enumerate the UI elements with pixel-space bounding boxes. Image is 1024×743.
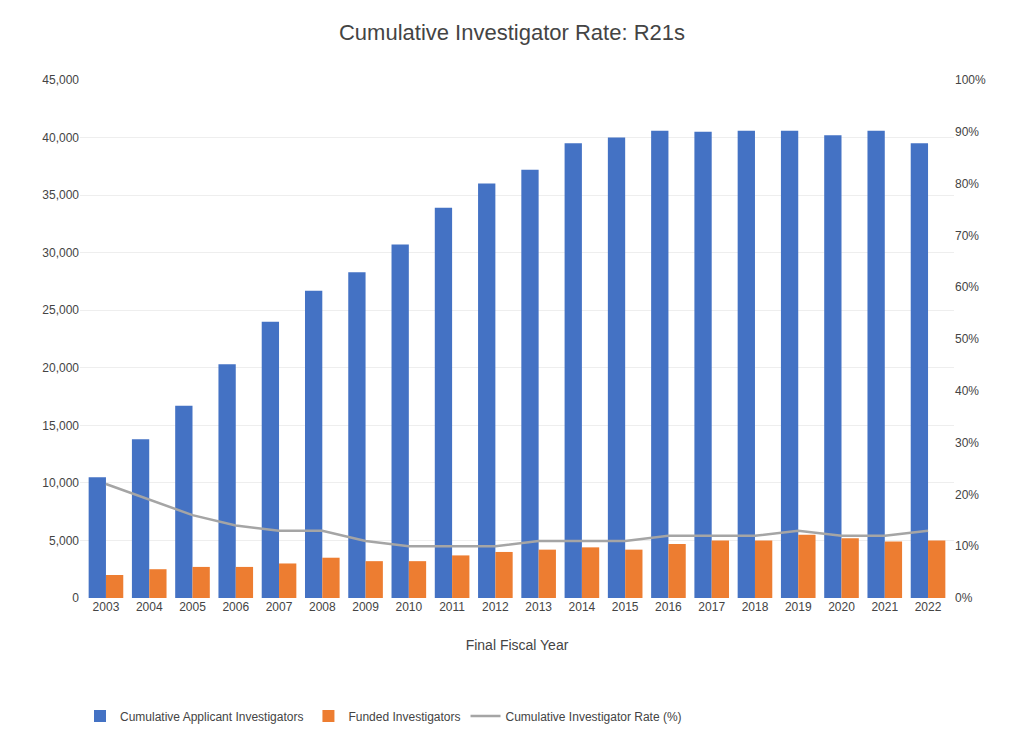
svg-text:2020: 2020 — [828, 600, 855, 614]
svg-text:20%: 20% — [955, 488, 979, 502]
svg-text:100%: 100% — [955, 73, 986, 87]
svg-text:45,000: 45,000 — [42, 73, 79, 87]
svg-text:Final Fiscal Year: Final Fiscal Year — [466, 637, 569, 653]
svg-text:35,000: 35,000 — [42, 188, 79, 202]
svg-text:10%: 10% — [955, 539, 979, 553]
svg-text:2013: 2013 — [525, 600, 552, 614]
svg-text:2009: 2009 — [352, 600, 379, 614]
svg-text:15,000: 15,000 — [42, 419, 79, 433]
svg-text:30,000: 30,000 — [42, 246, 79, 260]
svg-text:2022: 2022 — [915, 600, 942, 614]
svg-text:20,000: 20,000 — [42, 361, 79, 375]
svg-text:40%: 40% — [955, 384, 979, 398]
svg-text:2016: 2016 — [655, 600, 682, 614]
svg-text:2008: 2008 — [309, 600, 336, 614]
svg-text:2011: 2011 — [439, 600, 465, 614]
svg-text:40,000: 40,000 — [42, 131, 79, 145]
svg-text:10,000: 10,000 — [42, 476, 79, 490]
svg-text:Cumulative Applicant Investiga: Cumulative Applicant Investigators — [120, 710, 303, 724]
svg-text:2010: 2010 — [395, 600, 422, 614]
svg-text:Cumulative Investigator Rate:: Cumulative Investigator Rate: R21s — [339, 20, 685, 45]
svg-text:80%: 80% — [955, 177, 979, 191]
svg-text:Funded Investigators: Funded Investigators — [348, 710, 460, 724]
svg-text:2014: 2014 — [569, 600, 596, 614]
svg-text:25,000: 25,000 — [42, 303, 79, 317]
svg-text:2005: 2005 — [179, 600, 206, 614]
svg-text:2015: 2015 — [612, 600, 639, 614]
svg-text:70%: 70% — [955, 229, 979, 243]
svg-text:0: 0 — [72, 591, 79, 605]
svg-text:30%: 30% — [955, 436, 979, 450]
svg-text:2018: 2018 — [742, 600, 769, 614]
svg-text:2012: 2012 — [482, 600, 509, 614]
svg-text:2017: 2017 — [698, 600, 725, 614]
svg-text:2021: 2021 — [871, 600, 898, 614]
svg-text:90%: 90% — [955, 125, 979, 139]
svg-text:0%: 0% — [955, 591, 973, 605]
svg-text:60%: 60% — [955, 280, 979, 294]
svg-text:2006: 2006 — [222, 600, 249, 614]
svg-text:2019: 2019 — [785, 600, 812, 614]
svg-text:50%: 50% — [955, 332, 979, 346]
svg-text:2004: 2004 — [136, 600, 163, 614]
svg-text:5,000: 5,000 — [49, 534, 79, 548]
svg-text:2007: 2007 — [266, 600, 293, 614]
svg-text:2003: 2003 — [93, 600, 120, 614]
svg-text:Cumulative Investigator Rate (: Cumulative Investigator Rate (%) — [506, 710, 682, 724]
